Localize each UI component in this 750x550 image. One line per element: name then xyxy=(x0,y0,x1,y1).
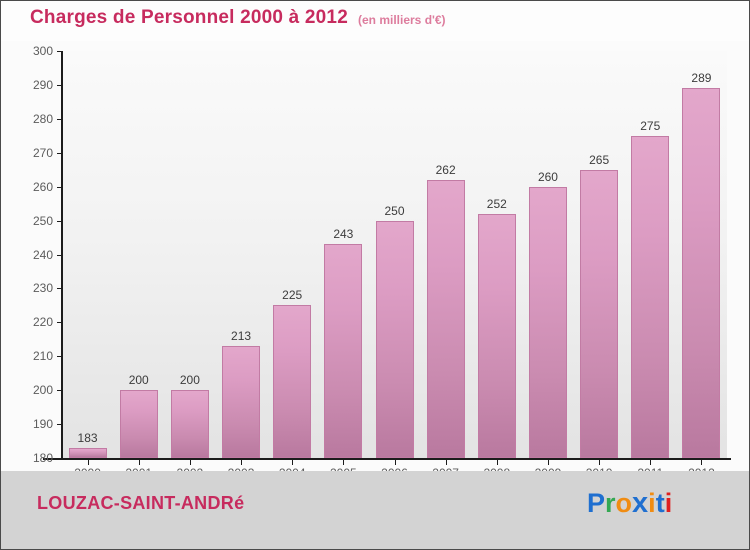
page-title: Charges de Personnel 2000 à 2012 xyxy=(30,7,348,28)
commune-name: LOUZAC-SAINT-ANDRé xyxy=(37,493,245,513)
proxiti-logo[interactable]: Proxiti xyxy=(587,489,672,518)
bar[interactable] xyxy=(682,88,720,458)
y-axis-tick-label: 280 xyxy=(32,111,53,126)
bar-value-label: 200 xyxy=(128,373,149,388)
bar[interactable] xyxy=(427,179,465,458)
y-axis-tick xyxy=(57,356,63,358)
x-axis-line xyxy=(43,458,731,460)
y-axis-tick-label: 290 xyxy=(32,77,53,92)
bar-value-label: 260 xyxy=(537,169,558,184)
x-axis-tick xyxy=(599,460,600,465)
x-axis-tick xyxy=(292,460,293,465)
x-axis-tick xyxy=(701,460,702,465)
y-axis-tick xyxy=(57,118,63,120)
bar[interactable] xyxy=(69,447,107,458)
y-axis-tick xyxy=(57,51,63,52)
bar[interactable] xyxy=(171,390,209,458)
y-axis-tick-label: 210 xyxy=(32,349,53,364)
chart-units-subtitle: (en milliers d'€) xyxy=(358,13,446,27)
bar[interactable] xyxy=(222,346,260,458)
y-axis-tick xyxy=(57,288,63,290)
y-axis-tick xyxy=(57,220,63,222)
bar-value-label: 243 xyxy=(333,227,354,242)
y-axis-tick-label: 240 xyxy=(32,247,53,262)
bar-value-label: 265 xyxy=(589,152,610,167)
x-axis-tick xyxy=(190,460,191,465)
y-axis-tick xyxy=(57,458,63,459)
bar[interactable] xyxy=(376,220,414,458)
bar-value-label: 213 xyxy=(231,329,252,344)
y-axis-tick-label: 270 xyxy=(32,145,53,160)
x-axis-tick xyxy=(395,460,396,465)
bar[interactable] xyxy=(631,135,669,458)
logo-letter: i xyxy=(648,488,656,518)
y-axis-tick xyxy=(57,424,63,426)
x-axis-tick xyxy=(650,460,651,465)
y-axis-tick-label: 200 xyxy=(32,383,53,398)
bar-value-label: 275 xyxy=(640,118,661,133)
y-axis-tick-label: 190 xyxy=(32,417,53,432)
bar[interactable] xyxy=(580,169,618,458)
y-axis-tick xyxy=(57,84,63,86)
y-axis-tick xyxy=(57,322,63,324)
chart-footer: LOUZAC-SAINT-ANDRé Proxiti xyxy=(1,471,749,549)
chart-plot-area: 180 190 200 210 220 230 240 250 260 270 280 290 300 … xyxy=(1,41,749,480)
y-axis-tick xyxy=(57,186,63,188)
y-axis-line xyxy=(61,51,63,460)
logo-letter: i xyxy=(664,488,673,518)
y-axis-tick xyxy=(57,152,63,154)
bar-value-label: 262 xyxy=(435,162,456,177)
chart-header: Charges de Personnel 2000 à 2012 (en mil… xyxy=(1,1,749,41)
bar-value-label: 200 xyxy=(179,373,200,388)
y-axis-tick xyxy=(57,390,63,392)
y-axis-tick-label: 220 xyxy=(32,315,53,330)
bar[interactable] xyxy=(478,213,516,458)
bar-value-label: 252 xyxy=(486,196,507,211)
bar[interactable] xyxy=(529,186,567,458)
logo-letter: P xyxy=(587,488,606,518)
bar-value-label: 289 xyxy=(691,71,712,86)
x-axis-tick xyxy=(241,460,242,465)
y-axis-tick xyxy=(57,254,63,256)
x-axis-tick xyxy=(139,460,140,465)
bar[interactable] xyxy=(324,244,362,458)
bar-value-label: 250 xyxy=(384,203,405,218)
x-axis-tick xyxy=(88,460,89,465)
x-axis-tick xyxy=(497,460,498,465)
logo-letter: r xyxy=(605,488,616,518)
bar-value-label: 183 xyxy=(77,430,98,445)
x-axis-tick xyxy=(343,460,344,465)
x-axis-tick xyxy=(548,460,549,465)
y-axis-tick-label: 180 xyxy=(32,451,53,465)
bar-value-label: 225 xyxy=(282,288,303,303)
logo-letter: x xyxy=(632,487,649,519)
y-axis-tick-label: 230 xyxy=(32,281,53,296)
logo-letter: t xyxy=(655,488,665,518)
y-axis-tick-label: 250 xyxy=(32,213,53,228)
logo-letter: o xyxy=(615,488,633,518)
bar[interactable] xyxy=(120,390,158,458)
bar[interactable] xyxy=(273,305,311,458)
x-axis-tick xyxy=(446,460,447,465)
y-axis-tick-label: 260 xyxy=(32,179,53,194)
y-axis-tick-label: 300 xyxy=(32,44,53,58)
